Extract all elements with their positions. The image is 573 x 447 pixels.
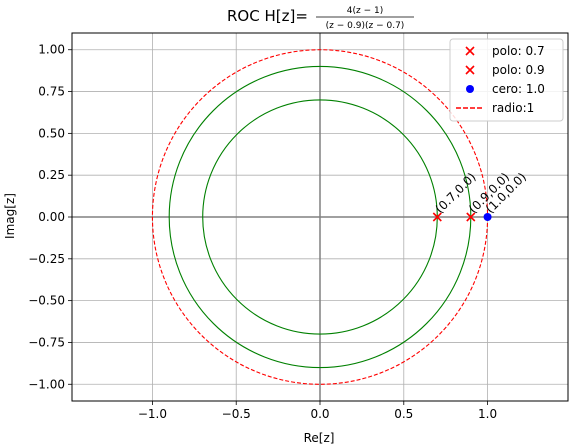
x-tick-label: 0.5 [394,407,413,421]
pole-marker-0 [432,212,442,222]
legend-label-1: polo: 0.9 [492,63,545,77]
chart-title-numerator: 4(z − 1) [347,6,383,16]
zero-marker-2 [483,213,492,221]
y-tick-label: 0.50 [38,126,65,140]
y-tick-label: 1.00 [38,43,65,57]
y-tick-label: −0.50 [28,294,65,308]
x-tick-label: −0.5 [222,407,251,421]
points [432,212,492,222]
legend-marker-1 [465,65,475,75]
y-tick-label: −0.75 [28,335,65,349]
x-ticks: −1.0 −0.5 0.0 0.5 1.0 [138,401,497,421]
legend: polo: 0.7 polo: 0.9 cero: 1.0 radio:1 [449,38,564,122]
y-tick-label: 0.00 [38,210,65,224]
y-ticks: −1.00 −0.75 −0.50 −0.25 0.00 0.25 0.50 0.75 1.00 [28,43,72,391]
y-tick-label: 0.75 [38,85,65,99]
legend-marker-2 [466,85,474,93]
legend-label-0: polo: 0.7 [492,44,545,58]
chart-title: ROC H[z]= 4(z − 1) (z − 0.9)(z − 0.7) [227,6,414,31]
x-tick-label: −1.0 [138,407,167,421]
pole-marker-1 [466,212,476,222]
chart-title-prefix: ROC H[z]= [227,7,308,25]
legend-label-3: radio:1 [492,101,534,115]
chart-title-denominator: (z − 0.9)(z − 0.7) [326,21,405,31]
y-tick-label: −0.25 [28,252,65,266]
x-tick-label: 0.0 [310,407,329,421]
legend-box [449,38,564,122]
x-tick-label: 1.0 [478,407,497,421]
y-axis-label: Imag[z] [3,193,17,239]
legend-label-2: cero: 1.0 [492,82,545,96]
y-tick-label: 0.25 [38,168,65,182]
legend-marker-0 [465,46,475,56]
point-annotations: (0.7,0.0)(0.9,0.0)(1.0,0.0) [433,170,529,216]
x-axis-label: Re[z] [304,431,335,445]
y-tick-label: −1.00 [28,377,65,391]
